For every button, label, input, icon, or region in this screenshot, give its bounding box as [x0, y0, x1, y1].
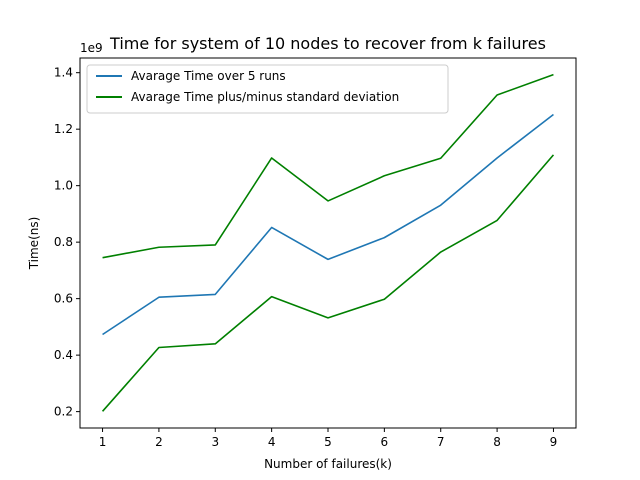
x-tick-label: 7: [437, 435, 445, 449]
y-tick-label: 0.4: [54, 348, 73, 362]
y-offset-label: 1e9: [80, 41, 103, 55]
plot-area: 1 2 3 4 5 6 7 8 9 0.2 0.4 0.6 0.8 1.0 1.2 1.4: [54, 57, 577, 449]
x-tick-label: 2: [155, 435, 163, 449]
legend: Avarage Time over 5 runs Avarage Time pl…: [86, 64, 449, 114]
y-tick-label: 1.4: [54, 66, 73, 80]
y-tick-label: 0.6: [54, 292, 73, 306]
legend-label-mean: Avarage Time over 5 runs: [131, 69, 286, 83]
x-tick-label: 4: [268, 435, 276, 449]
x-tick-label: 3: [211, 435, 219, 449]
x-tick-label: 8: [493, 435, 501, 449]
x-tick-label: 5: [324, 435, 332, 449]
x-axis-ticks: 1 2 3 4 5 6 7 8 9: [99, 428, 558, 449]
x-axis-label: Number of failures(k): [264, 457, 392, 471]
legend-box: [86, 64, 449, 114]
y-tick-label: 0.2: [54, 405, 73, 419]
y-tick-label: 1.2: [54, 122, 73, 136]
y-tick-label: 0.8: [54, 235, 73, 249]
legend-label-std: Avarage Time plus/minus standard deviati…: [131, 90, 399, 104]
series-line-1: [102, 73, 554, 259]
x-tick-label: 6: [381, 435, 389, 449]
series-line-2: [101, 154, 555, 412]
x-tick-label: 1: [99, 435, 107, 449]
x-tick-label: 9: [550, 435, 558, 449]
chart-title: Time for system of 10 nodes to recover f…: [109, 34, 546, 53]
y-axis-label: Time(ns): [27, 217, 41, 271]
series-line-0: [102, 113, 554, 336]
y-axis-ticks: 0.2 0.4 0.6 0.8 1.0 1.2 1.4: [54, 66, 80, 419]
series-layer: [101, 73, 555, 412]
y-tick-label: 1.0: [54, 179, 73, 193]
